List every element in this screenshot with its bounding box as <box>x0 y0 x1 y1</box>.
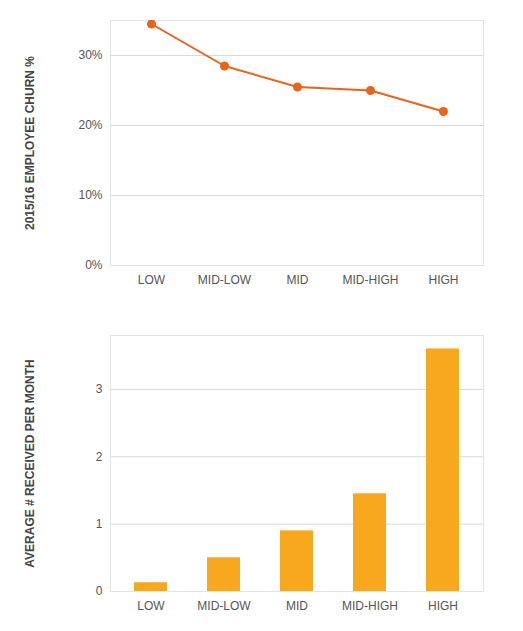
svg-text:1: 1 <box>96 517 103 531</box>
svg-text:AVERAGE # RECEIVED PER MONTH: AVERAGE # RECEIVED PER MONTH <box>23 359 37 567</box>
svg-text:MID: MID <box>287 273 309 287</box>
svg-text:0: 0 <box>96 584 103 598</box>
svg-text:LOW: LOW <box>137 599 165 613</box>
svg-text:MID-LOW: MID-LOW <box>198 273 252 287</box>
svg-text:10%: 10% <box>78 188 102 202</box>
svg-text:30%: 30% <box>78 48 102 62</box>
svg-text:MID: MID <box>286 599 308 613</box>
svg-text:MID-HIGH: MID-HIGH <box>342 599 398 613</box>
svg-text:MID-LOW: MID-LOW <box>197 599 251 613</box>
svg-text:2015/16 EMPLOYEE CHURN %: 2015/16 EMPLOYEE CHURN % <box>23 56 37 230</box>
svg-text:HIGH: HIGH <box>429 273 459 287</box>
svg-text:MID-HIGH: MID-HIGH <box>343 273 399 287</box>
svg-text:2: 2 <box>96 450 103 464</box>
svg-text:HIGH: HIGH <box>428 599 458 613</box>
svg-text:LOW: LOW <box>138 273 166 287</box>
svg-text:20%: 20% <box>78 118 102 132</box>
svg-text:0%: 0% <box>85 258 103 272</box>
svg-text:3: 3 <box>96 382 103 396</box>
